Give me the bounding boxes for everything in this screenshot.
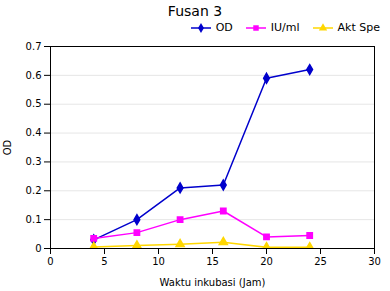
svg-text:0.6: 0.6 (26, 70, 42, 81)
svg-text:0.1: 0.1 (26, 214, 42, 225)
svg-text:25: 25 (314, 256, 327, 267)
svg-text:5: 5 (101, 256, 107, 267)
svg-text:0: 0 (47, 256, 53, 267)
svg-text:0.5: 0.5 (26, 98, 42, 109)
svg-text:0.4: 0.4 (26, 127, 42, 138)
svg-text:0.3: 0.3 (26, 156, 42, 167)
svg-text:30: 30 (368, 256, 381, 267)
svg-text:Waktu inkubasi (Jam): Waktu inkubasi (Jam) (160, 277, 266, 288)
svg-text:0.2: 0.2 (26, 185, 42, 196)
svg-text:0.7: 0.7 (26, 41, 42, 52)
svg-text:15: 15 (206, 256, 219, 267)
html-text:Akt Spe: Akt Spe (337, 21, 380, 34)
html-text:IU/ml: IU/ml (270, 21, 300, 34)
html-text:Fusan 3: Fusan 3 (167, 3, 223, 19)
svg-text:20: 20 (260, 256, 273, 267)
svg-text:10: 10 (152, 256, 165, 267)
html-text:OD: OD (215, 21, 233, 34)
svg-text:0: 0 (35, 243, 41, 254)
svg-text:OD: OD (2, 139, 13, 155)
